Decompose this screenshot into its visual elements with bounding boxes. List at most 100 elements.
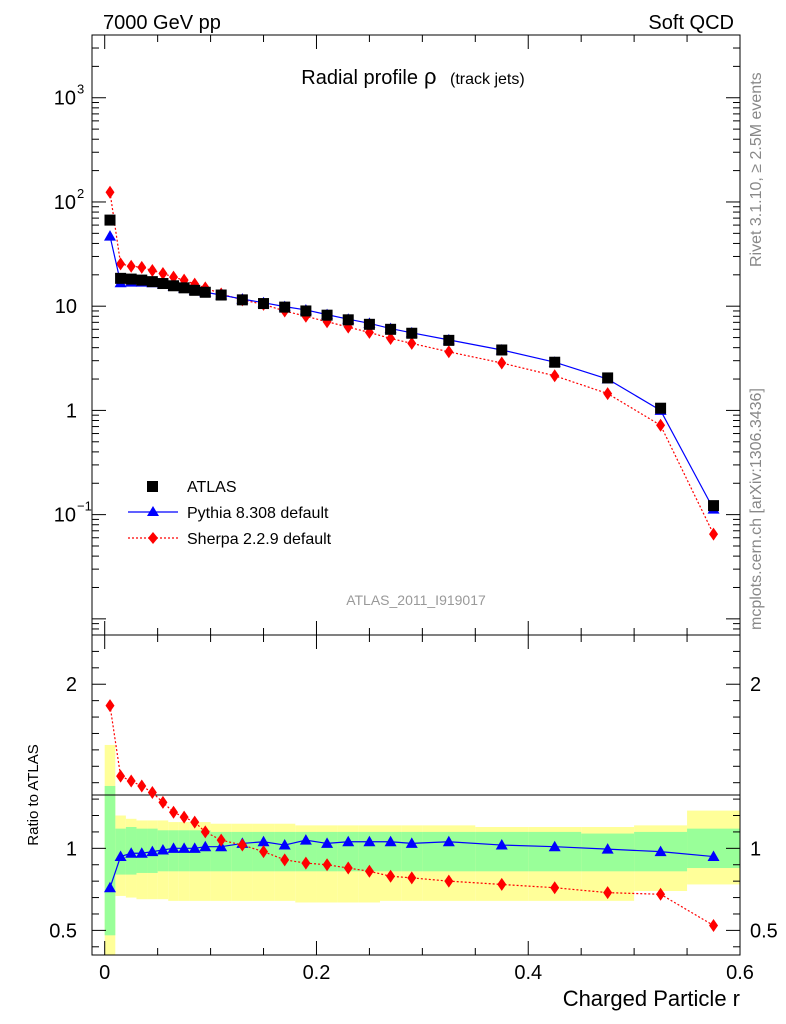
- main-y-tick-label: 10: [54, 505, 76, 527]
- atlas-main-point: [655, 402, 667, 414]
- sherpa-ratio-point: [179, 810, 189, 824]
- main-y-tick-label: 10: [54, 88, 76, 110]
- atlas-main-point: [279, 301, 291, 313]
- pythia-ratio-point: [299, 834, 312, 845]
- sherpa-ratio-point: [656, 887, 666, 901]
- pythia-ratio-point: [442, 835, 455, 847]
- atlas-main-point: [125, 273, 137, 285]
- sherpa-ratio-point: [259, 845, 269, 859]
- ratio-frame: [91, 634, 741, 956]
- ratio-y-tick-label-right: 2: [750, 674, 761, 696]
- sherpa-ratio-point: [169, 805, 179, 819]
- x-tick-label: 0: [99, 962, 110, 984]
- atlas-main-point: [602, 372, 614, 384]
- sherpa-main-point: [137, 260, 147, 274]
- main-title-suffix: (track jets): [450, 71, 525, 88]
- pythia-main-line: [109, 236, 715, 510]
- pythia-ratio-point: [601, 843, 614, 854]
- sherpa-main-point: [158, 266, 168, 280]
- pythia-ratio-point: [405, 837, 418, 848]
- x-tick-label: 0.2: [303, 962, 331, 984]
- atlas-main-point: [168, 280, 180, 292]
- sherpa-main-point: [105, 185, 115, 199]
- pythia-ratio-point: [321, 837, 334, 848]
- sherpa-main-point: [126, 259, 136, 273]
- pythia-ratio-point: [342, 835, 355, 847]
- ratio-y-tick-label-left: 2: [66, 674, 77, 696]
- x-axis-label: Charged Particle r: [563, 986, 740, 1011]
- atlas-main-point: [104, 214, 116, 226]
- main-y-tick-exponent: 2: [77, 186, 84, 201]
- ratio-panel: 0.5 0.5 1 1 2 2 0 0.2 0.4 0.6 Ratio to ATLAS Cha…: [25, 634, 778, 1011]
- atlas-main-point: [300, 305, 312, 317]
- sherpa-ratio-point: [237, 838, 247, 852]
- sherpa-ratio-point: [407, 871, 417, 885]
- analysis-watermark: ATLAS_2011_I919017: [346, 592, 486, 608]
- atlas-main-point: [708, 500, 720, 512]
- legend-pythia-label: Pythia 8.308 default: [187, 505, 329, 522]
- sherpa-ratio-point: [116, 769, 126, 783]
- ratio-y-tick-label-right: 0.5: [750, 920, 778, 942]
- pythia-ratio-point: [178, 842, 191, 853]
- sherpa-ratio-point: [603, 886, 613, 900]
- sherpa-ratio-point: [386, 869, 396, 883]
- pythia-ratio-point: [384, 835, 397, 847]
- pythia-ratio-point: [707, 850, 720, 862]
- pythia-ratio-point: [495, 839, 508, 850]
- mcplots-reference-label: mcplots.cern.ch [arXiv:1306.3436]: [748, 388, 765, 630]
- pythia-ratio-point: [548, 840, 561, 852]
- atlas-main-point: [342, 314, 354, 326]
- atlas-main-point: [549, 356, 561, 368]
- atlas-main-point: [258, 298, 270, 310]
- sherpa-ratio-point: [444, 874, 454, 888]
- rivet-version-label: Rivet 3.1.10, ≥ 2.5M events: [748, 72, 765, 267]
- x-tick-label: 0.4: [514, 962, 542, 984]
- main-title: Radial profile: [301, 67, 418, 89]
- ratio-axis-ticks: [92, 635, 741, 955]
- main-data-series: [104, 185, 720, 541]
- sherpa-ratio-point: [301, 856, 311, 870]
- pythia-ratio-point: [654, 845, 667, 857]
- pythia-ratio-point: [125, 847, 138, 858]
- atlas-main-point: [363, 318, 375, 330]
- legend-pythia-marker: [147, 506, 159, 516]
- sherpa-main-point: [709, 527, 719, 541]
- sherpa-ratio-point: [105, 699, 115, 713]
- main-title-symbol: ρ: [424, 64, 437, 89]
- sherpa-ratio-point: [137, 779, 147, 793]
- legend-sherpa-marker: [148, 532, 158, 544]
- pythia-ratio-point: [146, 845, 159, 857]
- ratio-band-inner: [231, 831, 253, 872]
- pythia-ratio-point: [114, 850, 127, 862]
- sherpa-main-point: [444, 345, 454, 359]
- pythia-ratio-point: [156, 843, 169, 855]
- sherpa-ratio-point: [126, 774, 136, 788]
- ratio-band-inner: [274, 831, 296, 872]
- main-y-tick-exponent: −1: [77, 499, 92, 514]
- atlas-main-point: [496, 344, 508, 356]
- sherpa-ratio-point: [200, 825, 210, 839]
- sherpa-ratio-point: [497, 877, 507, 891]
- sherpa-main-point: [116, 257, 126, 271]
- atlas-main-point: [406, 327, 418, 339]
- sherpa-main-point: [656, 418, 666, 432]
- atlas-main-point: [215, 289, 227, 301]
- sherpa-main-point: [603, 387, 613, 401]
- pythia-ratio-point: [199, 840, 212, 852]
- pythia-ratio-point: [167, 842, 180, 853]
- sherpa-ratio-point: [190, 815, 200, 829]
- legend-sherpa-label: Sherpa 2.2.9 default: [187, 531, 332, 548]
- sherpa-ratio-point: [364, 864, 374, 878]
- sherpa-main-point: [407, 336, 417, 350]
- ratio-y-tick-label-left: 1: [66, 838, 77, 860]
- sherpa-main-line: [109, 192, 715, 535]
- main-panel: Radial profile ρ (track jets) ATLAS_2011…: [54, 34, 741, 636]
- sherpa-main-point: [147, 264, 157, 278]
- pythia-ratio-point: [135, 847, 148, 858]
- atlas-main-point: [199, 286, 211, 298]
- ratio-y-tick-labels: 0.5 0.5 1 1 2 2: [49, 674, 778, 942]
- sherpa-main-point: [497, 356, 507, 370]
- ratio-band-inner: [316, 831, 338, 872]
